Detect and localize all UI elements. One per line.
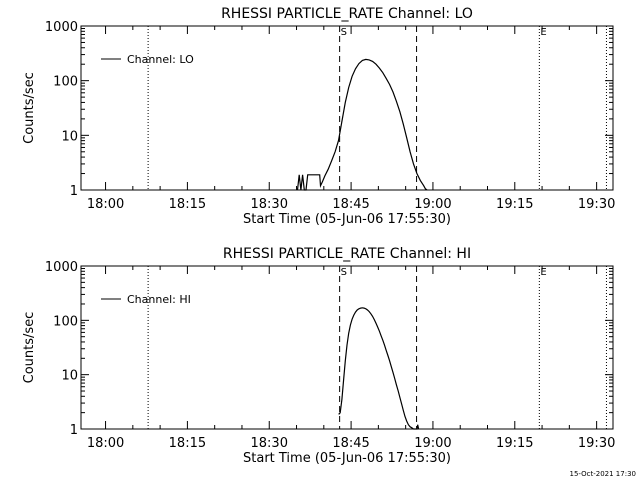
x-tick-label: 18:45 (332, 197, 369, 212)
x-tick-label: 18:00 (87, 197, 124, 212)
y-axis-label: Counts/sec (22, 312, 37, 384)
x-axis-label: Start Time (05-Jun-06 17:55:30) (243, 212, 451, 227)
y-axis-label: Counts/sec (22, 72, 37, 144)
x-tick-label: 18:30 (251, 197, 288, 212)
plot-frame (80, 265, 614, 430)
y-tick-label: 10 (61, 129, 78, 144)
y-tick-label: 100 (53, 75, 78, 90)
x-tick-label: 19:00 (414, 436, 451, 451)
chart-panel-2: RHESSI PARTICLE_RATE Channel: HI S E 1 10 100… (22, 246, 615, 466)
marker-label-S: S (341, 267, 347, 278)
y-tick-label: 1000 (45, 260, 78, 275)
legend-label: Channel: LO (127, 53, 194, 66)
x-tick-label: 18:30 (251, 436, 288, 451)
marker-label-E: E (540, 267, 546, 278)
x-tick-label: 19:30 (578, 436, 615, 451)
x-tick-label: 18:15 (169, 197, 206, 212)
x-tick-label: 18:45 (332, 436, 369, 451)
y-tick-label: 100 (53, 314, 78, 329)
x-tick-label: 19:15 (496, 197, 533, 212)
legend-label: Channel: HI (127, 293, 191, 306)
x-tick-label: 18:00 (87, 436, 124, 451)
timestamp: 15-Oct-2021 17:30 (569, 470, 636, 478)
plot-frame (80, 25, 614, 191)
data-series-line (296, 58, 428, 191)
marker-label-S: S (341, 27, 347, 38)
x-tick-label: 19:00 (414, 197, 451, 212)
y-tick-label: 10 (61, 369, 78, 384)
chart-title: RHESSI PARTICLE_RATE Channel: LO (221, 6, 473, 22)
marker-label-E: E (540, 27, 546, 38)
y-tick-label: 1 (70, 184, 78, 199)
y-tick-label: 1 (70, 423, 78, 438)
chart-title: RHESSI PARTICLE_RATE Channel: HI (223, 246, 471, 262)
x-tick-label: 19:30 (578, 197, 615, 212)
x-tick-label: 18:15 (169, 436, 206, 451)
data-series-line (338, 307, 420, 430)
x-axis-label: Start Time (05-Jun-06 17:55:30) (243, 451, 451, 466)
y-tick-label: 1000 (45, 20, 78, 35)
x-tick-label: 19:15 (496, 436, 533, 451)
chart-panel-1: RHESSI PARTICLE_RATE Channel: LO S E 1 10 100… (22, 6, 615, 227)
